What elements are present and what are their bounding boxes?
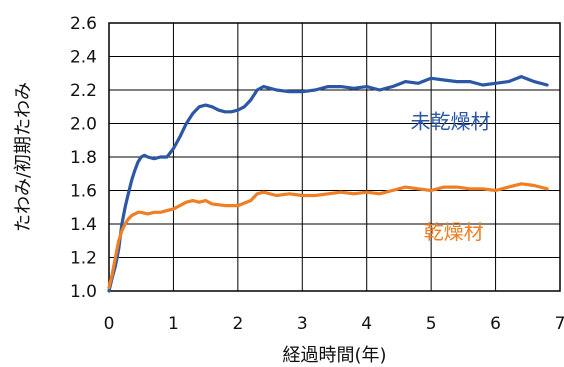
x-tick-label: 1 — [168, 314, 179, 334]
x-tick-label: 3 — [297, 314, 308, 334]
y-axis-title: たわみ/初期たわみ — [13, 82, 34, 232]
x-tick-label: 5 — [426, 314, 437, 334]
y-tick-label: 2.6 — [70, 14, 97, 34]
x-axis-title: 経過時間(年) — [282, 345, 386, 366]
y-tick-label: 2.0 — [70, 115, 97, 135]
y-tick-label: 1.0 — [70, 282, 97, 302]
y-tick-label: 1.2 — [70, 249, 97, 269]
series-label-1: 乾燥材 — [424, 220, 484, 244]
x-tick-label: 4 — [361, 314, 372, 334]
y-tick-label: 1.6 — [70, 182, 97, 202]
x-tick-label: 6 — [490, 314, 501, 334]
x-axis-ticks: 0 1 2 3 4 5 6 7 — [104, 314, 564, 334]
grid — [108, 22, 561, 292]
y-tick-label: 2.2 — [70, 81, 97, 101]
x-tick-label: 7 — [555, 314, 564, 334]
x-tick-label: 0 — [104, 314, 115, 334]
x-tick-label: 2 — [232, 314, 243, 334]
plot-frame — [108, 22, 561, 292]
y-tick-label: 1.4 — [70, 215, 97, 235]
y-tick-label: 2.4 — [70, 48, 97, 68]
y-axis-ticks: 1.0 1.2 1.4 1.6 1.8 2.0 2.2 2.4 2.6 — [70, 14, 97, 302]
series-group — [107, 75, 549, 293]
series-line-1 — [107, 182, 549, 290]
y-tick-label: 1.8 — [70, 148, 97, 168]
series-line-0 — [107, 75, 549, 293]
series-label-0: 未乾燥材 — [410, 110, 490, 134]
